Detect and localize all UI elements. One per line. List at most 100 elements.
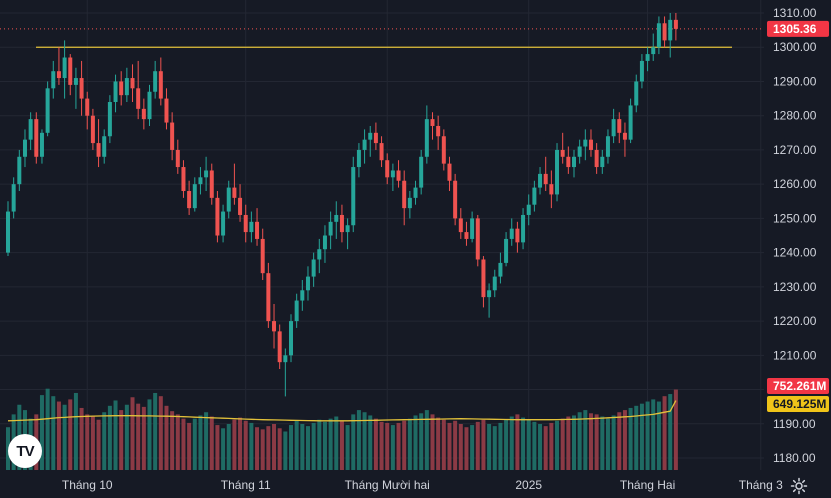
candle-body [175, 149, 180, 168]
candle [515, 221, 520, 253]
candle [328, 211, 333, 250]
current-price-badge-bg [767, 20, 829, 37]
candle [419, 149, 424, 195]
price-tick-label: 1270.00 [773, 143, 817, 157]
volume-bar [441, 419, 446, 470]
candle-body [158, 71, 163, 99]
candle [11, 177, 16, 219]
time-tick-label: Tháng 3 [739, 478, 783, 492]
candle [68, 54, 73, 96]
volume-bar [260, 429, 265, 470]
volume-bar [600, 416, 605, 470]
volume-bar [328, 418, 333, 470]
candle-body [475, 218, 480, 260]
price-tick-label: 1190.00 [773, 417, 816, 431]
candle [124, 67, 129, 103]
candle [645, 47, 650, 72]
volume-bar [277, 428, 282, 470]
candle [549, 170, 554, 209]
candle [362, 129, 367, 164]
time-axis[interactable]: Tháng 10 Tháng 11 Tháng Mười hai 2025 Tháng … [62, 478, 783, 492]
candle-body [130, 78, 135, 89]
candle [385, 153, 390, 185]
volume-bar [339, 420, 344, 470]
volume-bar [583, 410, 588, 470]
candle [283, 348, 288, 397]
candle [277, 324, 282, 370]
candle [243, 204, 248, 243]
candle-body [181, 167, 186, 192]
candle [662, 16, 667, 48]
candle [334, 201, 339, 239]
candle [192, 177, 197, 212]
volume-bar [73, 392, 78, 470]
volume-bar [515, 414, 520, 470]
volume-bar [362, 412, 367, 470]
candle-body [379, 143, 384, 161]
candle-body [6, 211, 10, 253]
candle [532, 180, 537, 212]
price-tick-label: 1180.00 [773, 451, 816, 465]
candle [424, 105, 429, 164]
candle-body [555, 149, 560, 195]
volume-bar [555, 420, 560, 470]
candle [543, 156, 548, 192]
candle-body [430, 119, 435, 126]
volume-bar [543, 426, 548, 470]
candle [526, 194, 531, 226]
volume-bar [322, 421, 327, 470]
candle [594, 143, 599, 174]
candle [198, 167, 203, 195]
candle [605, 129, 610, 164]
candle [6, 201, 10, 257]
candle-body [436, 125, 441, 137]
candle [521, 208, 526, 250]
candle-body [107, 102, 112, 137]
candle-body [600, 156, 605, 168]
candle-body [113, 81, 118, 103]
candle [215, 191, 220, 243]
candle-body [198, 177, 203, 185]
candle [356, 143, 361, 178]
volume-bar [487, 424, 492, 470]
candle-body [34, 119, 39, 157]
volume-bar [379, 421, 384, 470]
volume-bar [447, 422, 452, 470]
volume-bar [572, 415, 576, 470]
candle [617, 112, 622, 144]
volume-bar [509, 416, 514, 470]
tradingview-logo-icon[interactable]: TV [8, 434, 42, 468]
price-tick-label: 1310.00 [773, 6, 817, 20]
price-axis[interactable]: 1310.00 1300.00 1290.00 1280.00 1270.00 1260.… [773, 6, 817, 465]
volume-bar [334, 416, 339, 470]
volume-bar [51, 396, 56, 470]
candle [289, 314, 293, 363]
volume-bar [175, 414, 180, 470]
candle [453, 173, 458, 226]
volume-bar [430, 414, 435, 470]
volume-badge-text: 752.261M [773, 379, 826, 393]
volume-bar [294, 420, 299, 470]
candle [458, 208, 463, 239]
candle [294, 293, 299, 328]
candle-body [90, 115, 95, 144]
candle-body [272, 321, 277, 332]
volume-bar [424, 410, 429, 470]
price-tick-label: 1220.00 [773, 314, 817, 328]
candle-body [102, 136, 107, 157]
candle [509, 218, 514, 246]
candle-body [402, 180, 407, 209]
gear-icon[interactable] [790, 477, 808, 495]
candle-body [328, 221, 333, 236]
candle-body [28, 119, 33, 140]
candle-body [487, 290, 492, 298]
candle [351, 156, 356, 233]
candle [255, 208, 260, 246]
candle [45, 81, 50, 137]
candle-body [634, 81, 639, 106]
candle [396, 160, 401, 188]
candle-body [187, 191, 192, 209]
volume-bar [90, 416, 95, 470]
volume-bar [566, 416, 571, 470]
